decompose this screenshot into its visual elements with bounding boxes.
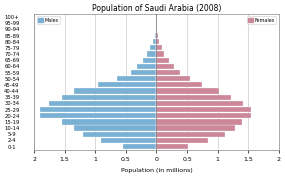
Bar	[150, 45, 156, 50]
Bar	[156, 132, 225, 137]
Bar	[74, 125, 156, 131]
Bar	[156, 95, 231, 100]
Bar	[101, 138, 156, 143]
Bar	[155, 33, 156, 38]
Bar	[62, 95, 156, 100]
Bar	[156, 82, 202, 87]
Bar	[156, 27, 157, 32]
X-axis label: Population (in millions): Population (in millions)	[121, 168, 192, 173]
Bar	[156, 113, 251, 118]
Bar	[117, 76, 156, 81]
Bar	[156, 107, 251, 112]
Bar	[156, 64, 174, 69]
Bar	[131, 70, 156, 75]
Bar	[62, 119, 156, 124]
Legend: Females: Females	[247, 16, 276, 24]
Bar	[156, 138, 208, 143]
Bar	[98, 82, 156, 87]
Bar	[40, 113, 156, 118]
Bar	[156, 45, 162, 50]
Bar	[147, 51, 156, 57]
Bar	[156, 144, 188, 149]
Bar	[123, 144, 156, 149]
Bar	[156, 88, 219, 94]
Bar	[40, 107, 156, 112]
Bar	[49, 101, 156, 106]
Bar	[137, 64, 156, 69]
Bar	[156, 33, 158, 38]
Bar	[156, 101, 243, 106]
Title: Population of Saudi Arabia (2008): Population of Saudi Arabia (2008)	[92, 4, 221, 13]
Bar	[143, 58, 156, 63]
Bar	[156, 39, 159, 44]
Bar	[156, 125, 235, 131]
Bar	[74, 88, 156, 94]
Bar	[156, 58, 169, 63]
Bar	[156, 119, 242, 124]
Bar	[153, 39, 156, 44]
Bar	[156, 51, 164, 57]
Bar	[156, 70, 180, 75]
Bar	[83, 132, 156, 137]
Bar	[156, 76, 190, 81]
